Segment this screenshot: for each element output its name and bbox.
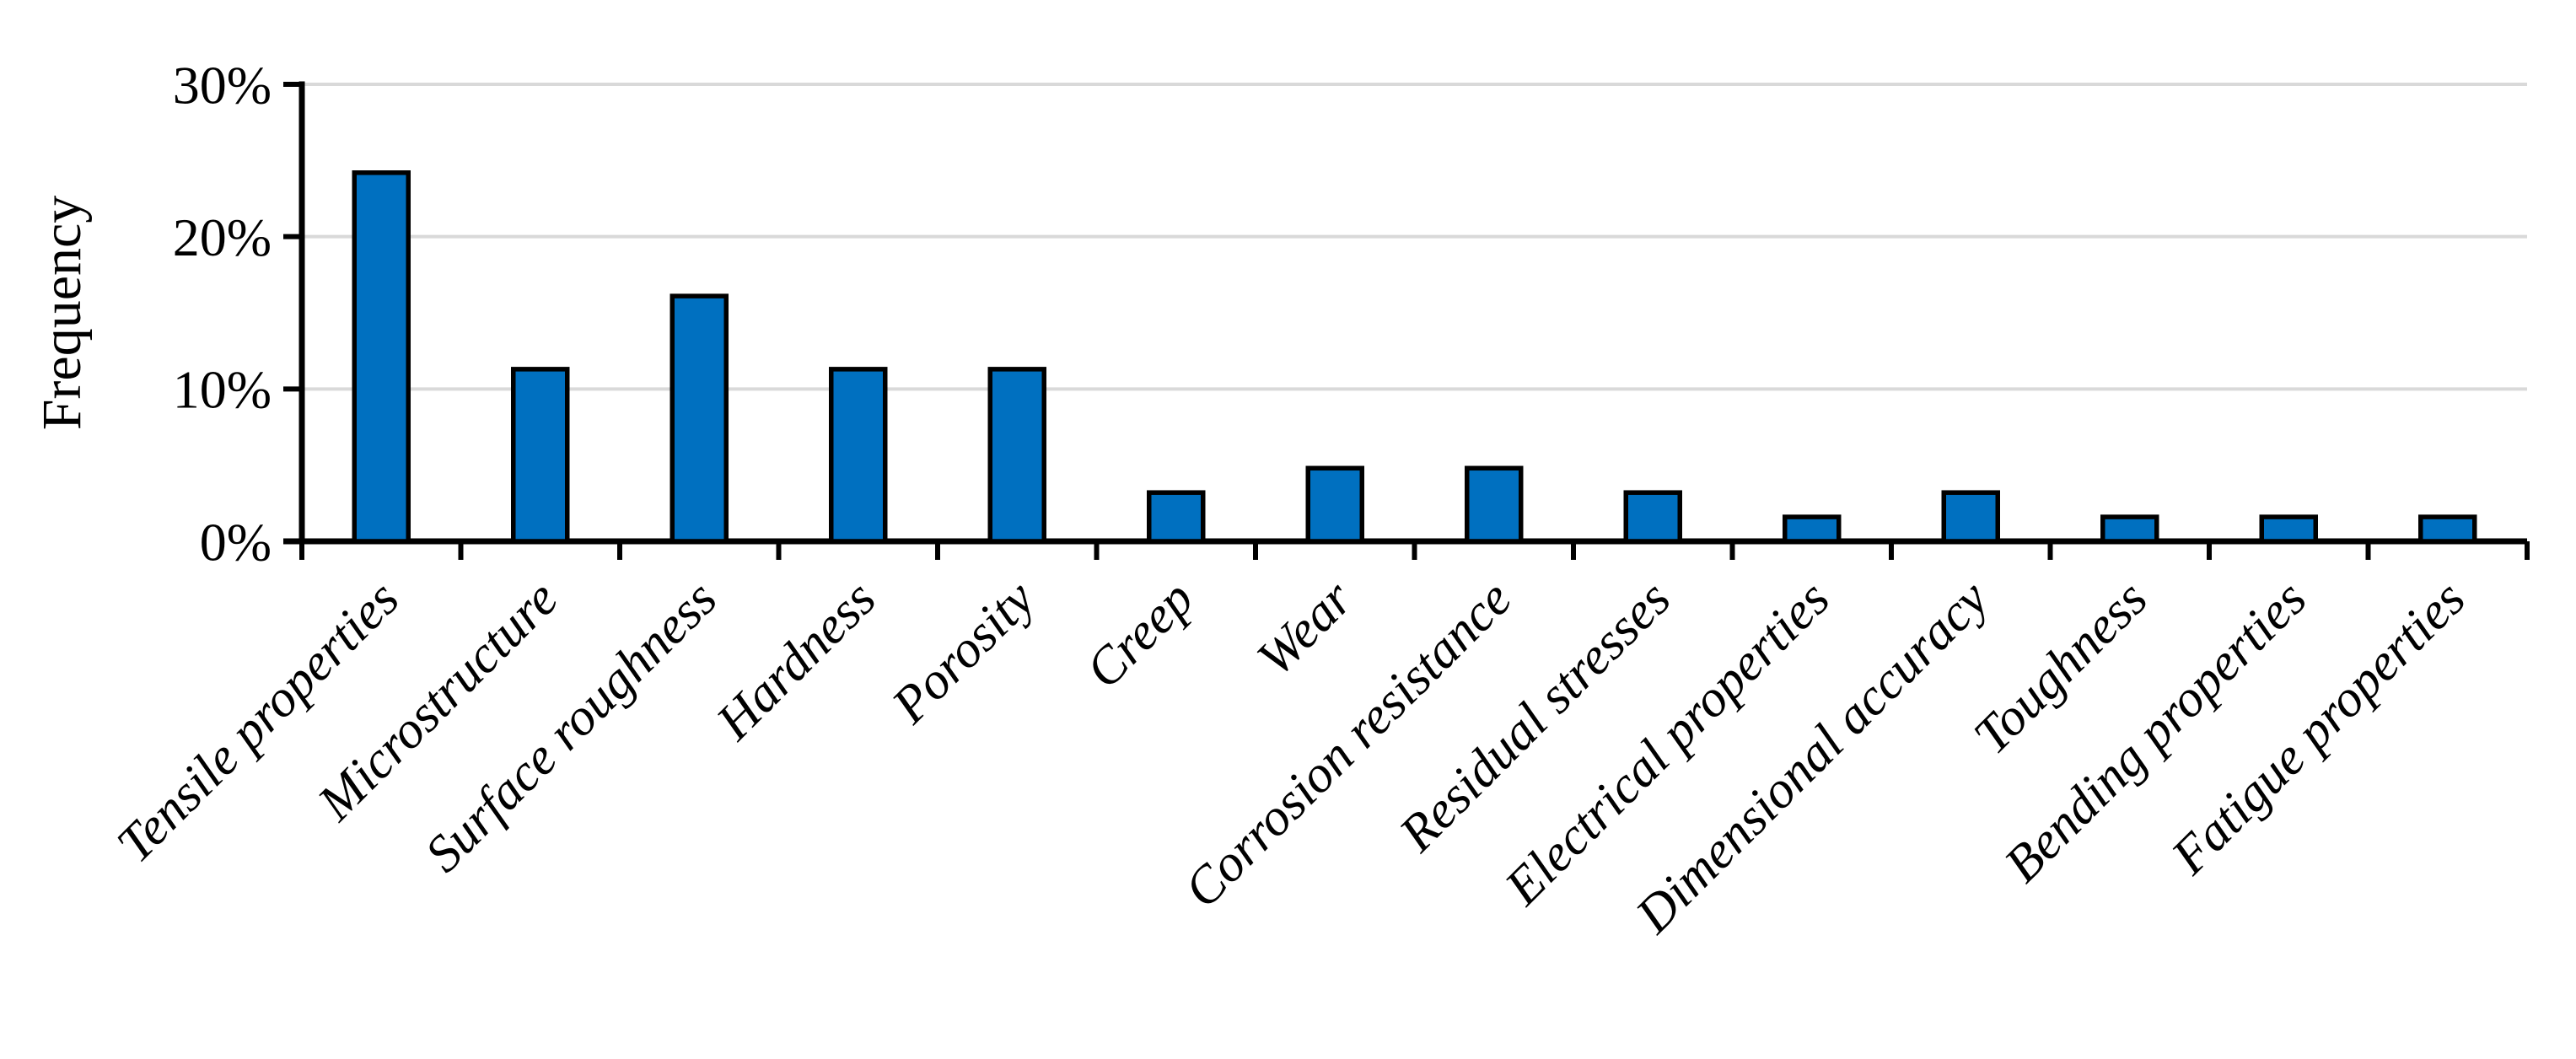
bar-porosity — [987, 367, 1046, 544]
bar-wear — [1305, 465, 1364, 544]
y-tick-label-20pct: 20% — [173, 207, 272, 267]
y-tick-label-30pct: 30% — [173, 55, 272, 115]
bar-tensile-properties — [352, 170, 411, 544]
bar-electrical-properties — [1783, 514, 1842, 544]
bar-surface-roughness — [670, 293, 729, 544]
bar-corrosion-resistance — [1465, 465, 1524, 544]
bar-bending-properties — [2259, 514, 2318, 544]
bar-dimensional-accuracy — [1941, 490, 2000, 544]
bar-microstructure — [511, 367, 570, 544]
bar-hardness — [829, 367, 888, 544]
y-tick-label-0pct: 0% — [200, 512, 272, 572]
bar-residual-stresses — [1623, 490, 1682, 544]
y-tick-label-10pct: 10% — [173, 360, 272, 420]
bar-toughness — [2100, 514, 2159, 544]
y-axis-title: Frequency — [31, 196, 93, 431]
bar-creep — [1147, 490, 1206, 544]
bar-fatigue-properties — [2418, 514, 2477, 544]
